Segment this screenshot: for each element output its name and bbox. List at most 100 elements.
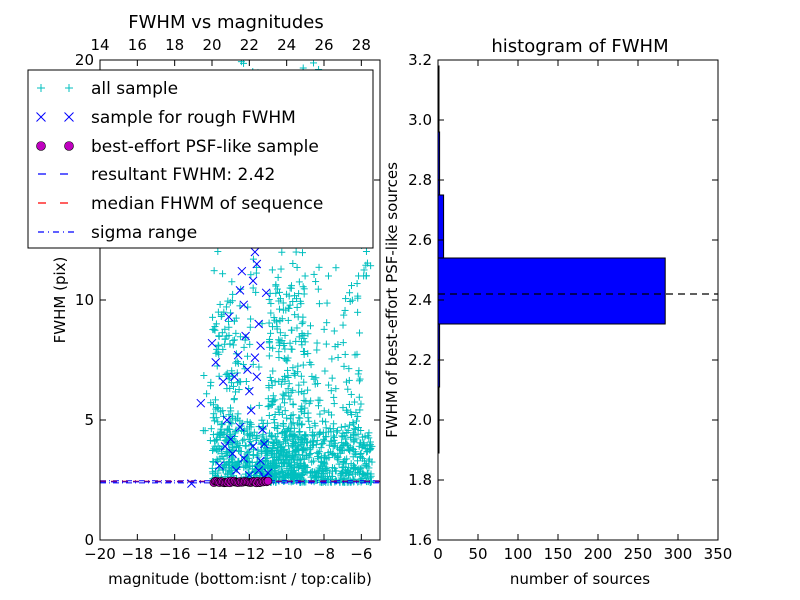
rough-sample-point (250, 353, 260, 362)
all-sample-point (284, 354, 292, 362)
marker-stroke (258, 425, 267, 434)
all-sample-point (230, 382, 238, 390)
x-tick-label: −10 (271, 545, 303, 563)
all-sample-point (357, 400, 365, 408)
all-sample-point (312, 374, 320, 382)
all-sample-point (318, 440, 326, 448)
rough-sample-point (248, 276, 258, 286)
all-sample-point (295, 451, 303, 459)
scatter-plot-area (100, 60, 380, 488)
all-sample-point (287, 345, 295, 353)
all-sample-point (265, 319, 273, 327)
rough-sample-point (235, 286, 245, 295)
all-sample-point (234, 359, 242, 367)
all-sample-point (224, 425, 232, 433)
all-sample-point (218, 420, 226, 428)
all-sample-point (295, 290, 303, 298)
all-sample-point (296, 427, 304, 435)
all-sample-point (365, 457, 373, 465)
y-tick-label: 2.6 (408, 231, 432, 249)
all-sample-point (228, 420, 236, 428)
all-sample-point (280, 339, 288, 347)
all-sample-point (314, 467, 322, 475)
all-sample-point (284, 385, 292, 393)
all-sample-point (275, 348, 283, 356)
all-sample-point (308, 458, 316, 466)
all-sample-point (323, 464, 331, 472)
all-sample-point (262, 455, 270, 463)
all-sample-point (277, 444, 285, 452)
all-sample-point (239, 437, 247, 445)
all-sample-point (333, 454, 341, 462)
all-sample-point (289, 401, 297, 409)
rough-sample-point (224, 312, 234, 322)
all-sample-point (363, 259, 371, 267)
marker-stroke (211, 358, 221, 367)
all-sample-point (261, 448, 269, 456)
all-sample-point (311, 419, 319, 427)
all-sample-point (272, 281, 280, 289)
all-sample-point (222, 450, 230, 458)
all-sample-point (220, 429, 228, 437)
legend-marker-cross (36, 112, 74, 122)
all-sample-point (265, 352, 273, 360)
rough-sample-point (244, 386, 254, 396)
all-sample-point (359, 470, 367, 478)
rough-sample-point (237, 266, 247, 276)
all-sample-point (228, 462, 236, 470)
all-sample-point (225, 411, 233, 419)
all-sample-point (284, 316, 292, 324)
all-sample-point (314, 380, 322, 388)
legend-marker-symbol (36, 112, 46, 122)
all-sample-point (207, 425, 215, 433)
all-sample-point (215, 372, 223, 380)
all-sample-point (317, 462, 325, 470)
y-tick-label: 1.8 (408, 471, 432, 489)
all-sample-point (200, 372, 208, 380)
all-sample-point (302, 468, 310, 476)
all-sample-point (275, 377, 283, 385)
all-sample-point (301, 272, 309, 280)
all-sample-point (212, 436, 220, 444)
marker-stroke (239, 454, 249, 463)
all-sample-point (247, 420, 255, 428)
marker-stroke (228, 449, 237, 458)
all-sample-point (267, 329, 275, 337)
all-sample-point (275, 408, 283, 416)
all-sample-point (332, 264, 340, 272)
x-tick-label: −12 (234, 545, 266, 563)
all-sample-point (275, 288, 283, 296)
all-sample-point (242, 333, 250, 341)
all-sample-point (277, 265, 285, 273)
all-sample-point (334, 354, 342, 362)
all-sample-point (354, 430, 362, 438)
all-sample-point (276, 474, 284, 482)
legend-entry-all-sample: all sample (37, 79, 178, 99)
all-sample-point (280, 433, 288, 441)
all-sample-point (222, 303, 230, 311)
all-sample-point (276, 316, 284, 324)
rough-sample-point (218, 377, 228, 386)
all-sample-point (350, 425, 358, 433)
all-sample-point (287, 326, 295, 334)
all-sample-point (351, 398, 359, 406)
all-sample-point (213, 455, 221, 463)
all-sample-point (343, 440, 351, 448)
all-sample-point (221, 437, 229, 445)
all-sample-point (349, 465, 357, 473)
all-sample-point (233, 369, 241, 377)
all-sample-point (221, 335, 229, 343)
legend-marker-symbol (64, 141, 74, 151)
all-sample-point (333, 427, 341, 435)
all-sample-point (287, 469, 295, 477)
all-sample-point (344, 426, 352, 434)
all-sample-point (296, 414, 304, 422)
all-sample-point (294, 368, 302, 376)
all-sample-point (278, 429, 286, 437)
all-sample-point (249, 360, 257, 368)
all-sample-point (214, 447, 222, 455)
all-sample-point (281, 407, 289, 415)
all-sample-point (275, 305, 283, 313)
all-sample-point (354, 294, 362, 302)
all-sample-point (293, 263, 301, 271)
